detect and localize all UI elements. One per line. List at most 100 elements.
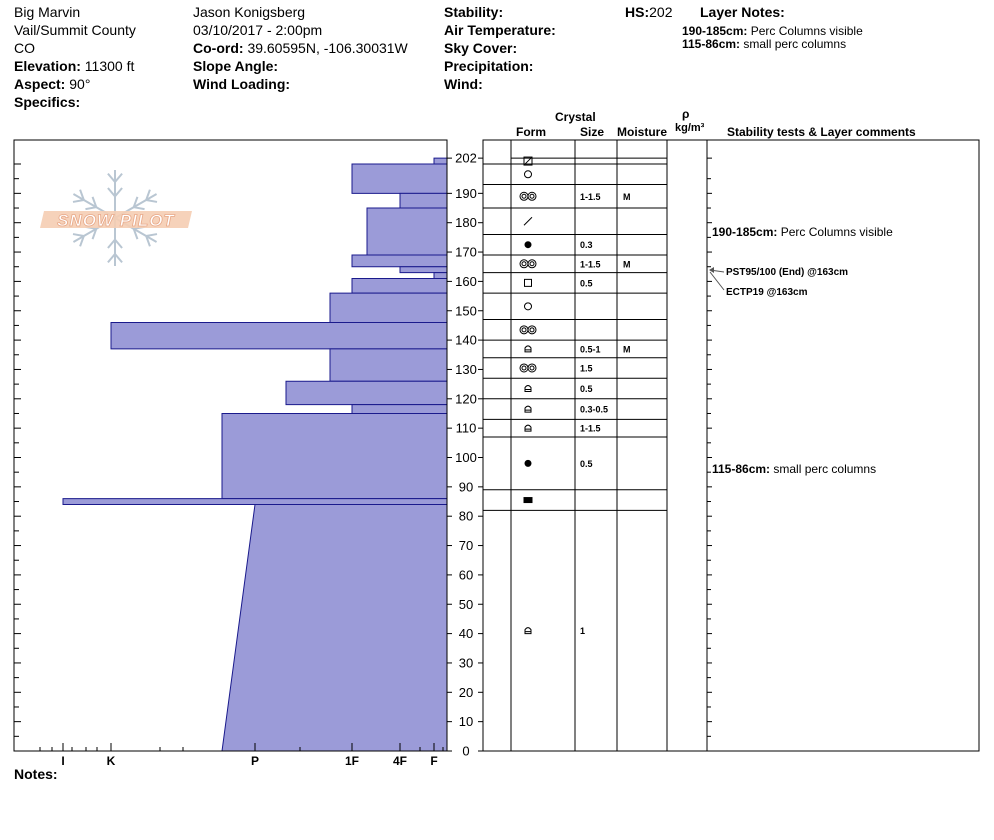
coordinates: Co-ord: 39.60595N, -106.30031W: [193, 40, 408, 56]
hardness-bar: [62, 498, 448, 505]
dot-icon: [524, 459, 532, 467]
ring-icon: [527, 259, 537, 269]
col-rho: ρ: [682, 107, 690, 121]
y-tick-label: 180: [455, 215, 477, 230]
hardness-bar: [285, 380, 448, 406]
stability-test: ECTP19 @163cm: [726, 287, 808, 298]
snowpilot-logo: SNOW PILOT: [40, 170, 192, 266]
hardness-bar: [351, 163, 448, 194]
aspect: Aspect: 90°: [14, 76, 90, 92]
circle-icon: [524, 170, 532, 179]
hardness-frame: [13, 139, 448, 752]
layer-note-2: 115-86cm: small perc columns: [682, 37, 846, 51]
doublecircle-icon: [519, 191, 537, 201]
size-value: 1.5: [580, 363, 593, 373]
y-tick-label: 190: [455, 186, 477, 201]
layer-connectors: [483, 163, 511, 511]
aspect-label: Aspect:: [14, 76, 66, 92]
doublecircle-icon: [519, 363, 537, 373]
stability-test: PST95/100 (End) @163cm: [726, 267, 848, 278]
y-tick-label: 0: [462, 744, 469, 759]
elevation-value: 11300 ft: [84, 58, 135, 74]
size-value: 0.3: [580, 240, 593, 250]
ring-icon: [527, 363, 537, 373]
box-icon: [523, 156, 533, 166]
x-tick-label: 4F: [393, 754, 407, 768]
y-tick-label: 110: [456, 421, 477, 436]
sky-cover-label: Sky Cover:: [444, 40, 518, 56]
size-value: 0.5: [580, 384, 593, 394]
doublecircle-icon: [519, 325, 537, 335]
layer-note-2-range: 115-86cm:: [682, 37, 741, 51]
snowflake-branch: [107, 187, 116, 198]
cup-icon: [524, 385, 532, 393]
aspect-value: 90°: [69, 76, 91, 92]
size-value: 0.5: [580, 459, 593, 469]
snowflake-branch: [145, 235, 151, 247]
stability-label: Stability:: [444, 4, 504, 20]
x-tick-label: I: [61, 754, 64, 768]
layer-note-1-text: Perc Columns visible: [750, 24, 863, 38]
datetime: 03/10/2017 - 2:00pm: [193, 22, 323, 38]
hardness-bar: [433, 272, 448, 279]
hardness-bar: [433, 157, 448, 165]
cup-icon: [524, 627, 532, 635]
wind-loading-label: Wind Loading:: [193, 76, 291, 92]
size-value: 1: [580, 626, 585, 636]
y-tick-label: 160: [455, 274, 477, 289]
y-tick-label: 40: [459, 626, 473, 641]
snowflake-branch: [91, 196, 98, 208]
y-tick-label: 130: [455, 362, 477, 377]
hardness-bar: [329, 292, 448, 323]
slash-icon: [523, 216, 533, 226]
hardness-bar: [110, 321, 448, 350]
size-value: 1-1.5: [580, 424, 601, 434]
coord-value: 39.60595N, -106.30031W: [247, 40, 408, 56]
slash-line: [523, 216, 533, 226]
region: Vail/Summit County: [14, 22, 136, 38]
snowflake-branch: [72, 199, 84, 203]
moisture-value: M: [623, 192, 631, 202]
ring-icon: [519, 259, 529, 269]
size-value: 1-1.5: [580, 192, 601, 202]
snowflake-branch: [79, 189, 85, 201]
square-icon: [524, 278, 532, 287]
y-tick-label: 120: [455, 391, 477, 406]
wind-label: Wind:: [444, 76, 483, 92]
snowflake-branch: [114, 238, 123, 249]
hardness-bar: [399, 192, 448, 209]
notes-label: Notes:: [14, 766, 58, 782]
cup-icon: [524, 345, 532, 353]
hs-value: 202: [649, 4, 673, 20]
cup-icon: [524, 627, 532, 635]
hardness-bar: [399, 266, 448, 274]
y-tick-label: 170: [455, 245, 477, 260]
snowflake-branch: [91, 228, 98, 240]
snowflake-branch: [114, 172, 123, 183]
y-tick-label: 20: [459, 685, 473, 700]
ring-icon: [529, 327, 535, 333]
y-tick-label: 90: [459, 479, 473, 494]
stability-tests: PST95/100 (End) @163cm ECTP19 @163cm 190-1…: [709, 225, 893, 476]
circle-icon: [524, 170, 532, 179]
ring-icon: [529, 193, 535, 199]
cup-icon: [524, 424, 532, 432]
rect-icon: [523, 497, 533, 504]
moisture-value: M: [623, 259, 631, 269]
size-value: 1-1.5: [580, 259, 601, 269]
ring-icon: [521, 261, 527, 267]
x-tick-label: P: [251, 754, 259, 768]
hardness-bar: [351, 254, 448, 268]
ring-icon: [521, 193, 527, 199]
cup-icon: [524, 424, 532, 432]
x-tick-label: F: [430, 754, 437, 768]
snowflake-branch: [145, 189, 151, 201]
ring-icon: [521, 365, 527, 371]
slope-label: Slope Angle:: [193, 58, 279, 74]
moisture-value: M: [623, 344, 631, 354]
dot-icon: [524, 241, 532, 249]
bar-icon: [523, 497, 533, 504]
ring-icon: [519, 325, 529, 335]
layer-table: 1-1.5 M 0.3 1-1.5 M 0.5 0.5-1 M 1.5 0.5 0.3-0.5 1-1…: [511, 156, 667, 636]
snowflake-branch: [107, 172, 116, 183]
